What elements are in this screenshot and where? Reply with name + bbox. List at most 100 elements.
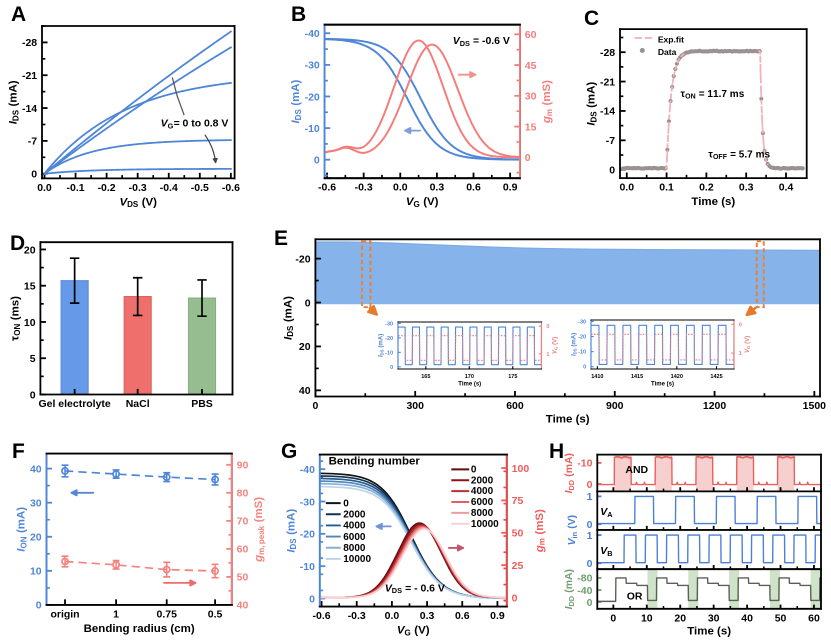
svg-text:4000: 4000 <box>471 486 494 497</box>
svg-text:0.0: 0.0 <box>619 183 634 194</box>
svg-text:A: A <box>11 3 26 26</box>
svg-text:-0.6: -0.6 <box>318 183 336 194</box>
svg-text:10: 10 <box>641 613 653 624</box>
svg-text:I O N: I O N ( m A ) <box>4 505 31 552</box>
svg-text:D: D <box>10 232 25 255</box>
svg-text:0: 0 <box>609 166 615 177</box>
svg-text:900: 900 <box>606 401 624 412</box>
svg-text:-20: -20 <box>305 92 320 103</box>
svg-text:τ =: τ = 5 . 7 m s O F F <box>708 137 776 164</box>
svg-text:90: 90 <box>237 461 249 472</box>
svg-text:0: 0 <box>314 156 320 167</box>
svg-text:I D S: I D S ( m A ) <box>362 330 388 357</box>
svg-text:1: 1 <box>113 609 119 620</box>
svg-text:0.0: 0.0 <box>393 183 408 194</box>
svg-text:75: 75 <box>512 496 524 507</box>
svg-text:0: 0 <box>471 464 477 475</box>
svg-text:4000: 4000 <box>343 521 366 532</box>
svg-text:-0.1: -0.1 <box>67 183 85 194</box>
svg-text:-20: -20 <box>385 336 393 342</box>
svg-text:1410: 1410 <box>591 374 603 380</box>
svg-text:8000: 8000 <box>471 508 494 519</box>
svg-text:-28: -28 <box>600 48 615 59</box>
svg-text:V B: V B <box>600 534 613 559</box>
svg-text:0: 0 <box>525 153 531 164</box>
svg-text:0: 0 <box>36 601 42 612</box>
svg-text:0: 0 <box>587 598 593 609</box>
svg-text:OR: OR <box>627 592 643 603</box>
svg-text:60: 60 <box>525 30 537 41</box>
svg-text:Bending number: Bending number <box>329 455 421 467</box>
svg-text:40: 40 <box>741 613 753 624</box>
svg-text:10000: 10000 <box>471 519 499 530</box>
svg-text:I D S: I D S ( m A ) <box>271 294 298 340</box>
svg-text:Gel electrolyte: Gel electrolyte <box>38 399 110 410</box>
svg-text:0.5: 0.5 <box>208 609 223 620</box>
svg-text:40: 40 <box>30 464 42 475</box>
svg-text:0: 0 <box>587 520 593 531</box>
svg-text:20: 20 <box>24 245 36 256</box>
svg-text:origin: origin <box>50 609 79 620</box>
svg-text:V G (: V G ( V ) <box>397 614 432 641</box>
svg-text:Time (s): Time (s) <box>458 381 481 387</box>
svg-text:45: 45 <box>525 61 537 72</box>
svg-text:6000: 6000 <box>471 497 494 508</box>
svg-text:-0.5: -0.5 <box>191 183 209 194</box>
svg-text:τ ( m: τ ( m s ) O N <box>0 290 25 341</box>
svg-text:0.0: 0.0 <box>385 611 400 622</box>
svg-text:0.1: 0.1 <box>659 183 674 194</box>
svg-text:60: 60 <box>808 613 820 624</box>
svg-text:-40: -40 <box>305 29 320 40</box>
svg-text:2000: 2000 <box>343 510 366 521</box>
svg-text:-30: -30 <box>578 320 586 326</box>
svg-text:1415: 1415 <box>631 374 643 380</box>
svg-text:-30: -30 <box>385 321 393 327</box>
svg-text:I D S: I D S ( m A ) <box>279 77 306 123</box>
svg-text:-7: -7 <box>28 137 37 148</box>
svg-text:1200: 1200 <box>703 401 726 412</box>
svg-text:V G (: V G ( V ) <box>536 333 562 354</box>
svg-text:0.3: 0.3 <box>739 183 754 194</box>
svg-text:1420: 1420 <box>671 374 683 380</box>
svg-text:1: 1 <box>739 351 742 357</box>
svg-text:-0.6: -0.6 <box>313 611 331 622</box>
svg-text:NaCl: NaCl <box>126 399 150 410</box>
svg-text:-7: -7 <box>606 136 615 147</box>
svg-text:-0.6: -0.6 <box>222 183 240 194</box>
svg-text:0.3: 0.3 <box>430 183 445 194</box>
svg-text:40: 40 <box>237 601 249 612</box>
svg-text:165: 165 <box>421 374 430 380</box>
svg-text:0.75: 0.75 <box>157 609 178 620</box>
svg-text:G: G <box>281 440 297 463</box>
svg-text:τ =: τ = 1 1 . 7 m s O N <box>681 77 751 104</box>
svg-text:0.6: 0.6 <box>455 611 470 622</box>
svg-text:0: 0 <box>546 324 549 330</box>
svg-text:50: 50 <box>775 613 787 624</box>
svg-text:0: 0 <box>305 298 311 309</box>
svg-text:Time (s): Time (s) <box>691 196 735 208</box>
svg-text:300: 300 <box>406 401 424 412</box>
svg-text:I D S: I D S ( m A ) <box>274 506 301 552</box>
svg-text:V G =: V G = 0 t o 0 . 8 V <box>161 107 229 134</box>
svg-text:-30: -30 <box>305 61 320 72</box>
svg-text:-20: -20 <box>300 530 315 541</box>
svg-text:0: 0 <box>512 593 518 604</box>
svg-text:0: 0 <box>739 322 742 328</box>
svg-text:-0.3: -0.3 <box>355 183 373 194</box>
svg-text:20: 20 <box>299 342 311 353</box>
svg-text:1: 1 <box>587 492 593 503</box>
svg-text:-10: -10 <box>578 350 586 356</box>
svg-text:0: 0 <box>30 390 36 401</box>
svg-text:V G (: V G ( V ) <box>729 332 755 353</box>
svg-text:30: 30 <box>525 92 537 103</box>
svg-text:AND: AND <box>625 465 648 476</box>
svg-text:-10: -10 <box>300 562 315 573</box>
svg-text:-0.3: -0.3 <box>348 611 366 622</box>
svg-text:1: 1 <box>587 531 593 542</box>
svg-text:-10: -10 <box>577 459 592 470</box>
svg-text:-0.3: -0.3 <box>129 183 147 194</box>
svg-text:g m (: g m ( m S ) <box>530 78 557 124</box>
svg-text:0: 0 <box>587 559 593 570</box>
svg-text:-40: -40 <box>577 586 592 597</box>
svg-text:70: 70 <box>237 517 249 528</box>
